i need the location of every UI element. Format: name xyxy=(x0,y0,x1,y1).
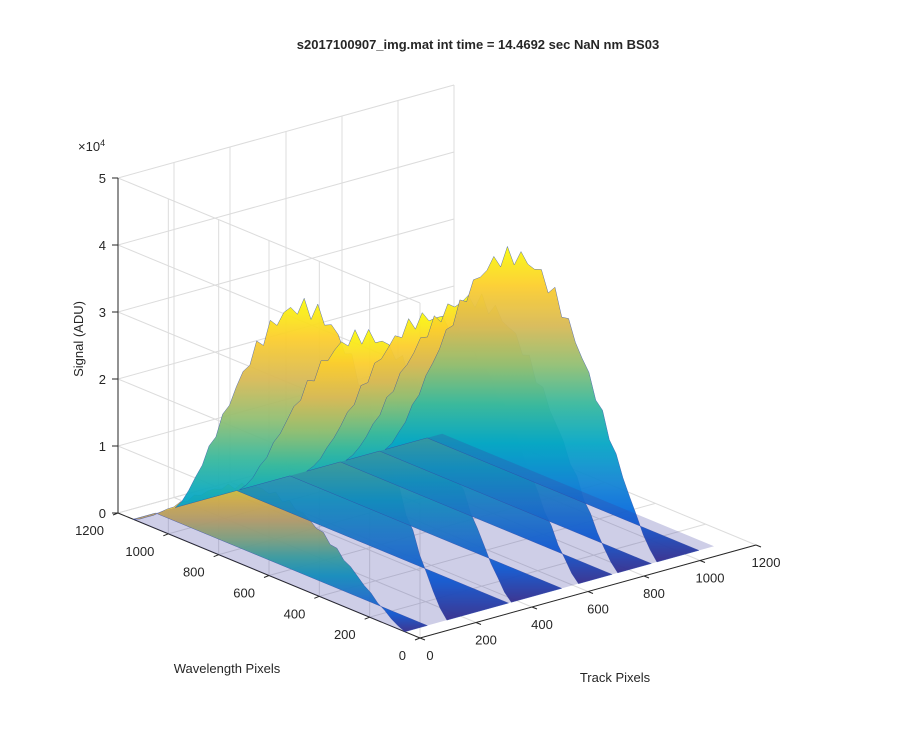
y-tick-label: 400 xyxy=(284,606,306,621)
x-tick-label: 0 xyxy=(426,648,433,663)
y-tick-label: 200 xyxy=(334,627,356,642)
x-tick-mark xyxy=(643,575,650,579)
x-tick-mark xyxy=(755,544,762,548)
back-wall-gridline xyxy=(117,84,455,179)
z-tick-label: 5 xyxy=(99,171,106,186)
x-tick-mark xyxy=(587,591,594,594)
z-tick-label: 1 xyxy=(99,439,106,454)
x-tick-mark xyxy=(531,606,538,610)
y-tick-mark xyxy=(364,616,370,620)
y-tick-mark xyxy=(263,575,270,578)
tick-labels: 0200400600800100012000200400600800100012… xyxy=(75,171,780,663)
y-tick-label: 1200 xyxy=(75,523,104,538)
back-wall-gridline xyxy=(117,151,455,246)
x-tick-label: 200 xyxy=(475,633,497,648)
surface-ridge xyxy=(384,245,700,563)
x-tick-label: 800 xyxy=(643,586,665,601)
x-axis-label: Track Pixels xyxy=(580,670,651,685)
z-axis-label: Signal (ADU) xyxy=(71,301,86,377)
x-tick-label: 600 xyxy=(587,602,609,617)
z-axis-exponent: ×104 xyxy=(78,138,105,154)
x-tick-label: 1000 xyxy=(696,571,725,586)
y-axis-label: Wavelength Pixels xyxy=(174,661,281,676)
x-tick-label: 400 xyxy=(531,617,553,632)
back-wall-gridline xyxy=(117,218,455,313)
x-tick-mark xyxy=(699,560,706,563)
z-tick-label: 0 xyxy=(99,506,106,521)
surface-ridge xyxy=(133,482,428,632)
chart-title: s2017100907_img.mat int time = 14.4692 s… xyxy=(297,37,659,52)
x-tick-mark xyxy=(419,637,426,641)
surface-floor xyxy=(133,433,715,632)
y-tick-mark xyxy=(414,637,421,641)
x-tick-mark xyxy=(475,622,482,625)
y-tick-label: 600 xyxy=(233,586,255,601)
surface xyxy=(133,245,715,632)
x-tick-label: 1200 xyxy=(752,555,781,570)
y-tick-mark xyxy=(314,595,320,599)
y-tick-mark xyxy=(163,533,169,537)
y-tick-label: 1000 xyxy=(125,544,154,559)
y-tick-mark xyxy=(213,554,219,558)
y-tick-label: 0 xyxy=(399,648,406,663)
side-wall-gridline xyxy=(117,177,421,304)
floor-gridline xyxy=(319,502,656,597)
z-tick-label: 2 xyxy=(99,372,106,387)
y-tick-label: 800 xyxy=(183,565,205,580)
z-tick-label: 3 xyxy=(99,305,106,320)
z-tick-label: 4 xyxy=(99,238,106,253)
